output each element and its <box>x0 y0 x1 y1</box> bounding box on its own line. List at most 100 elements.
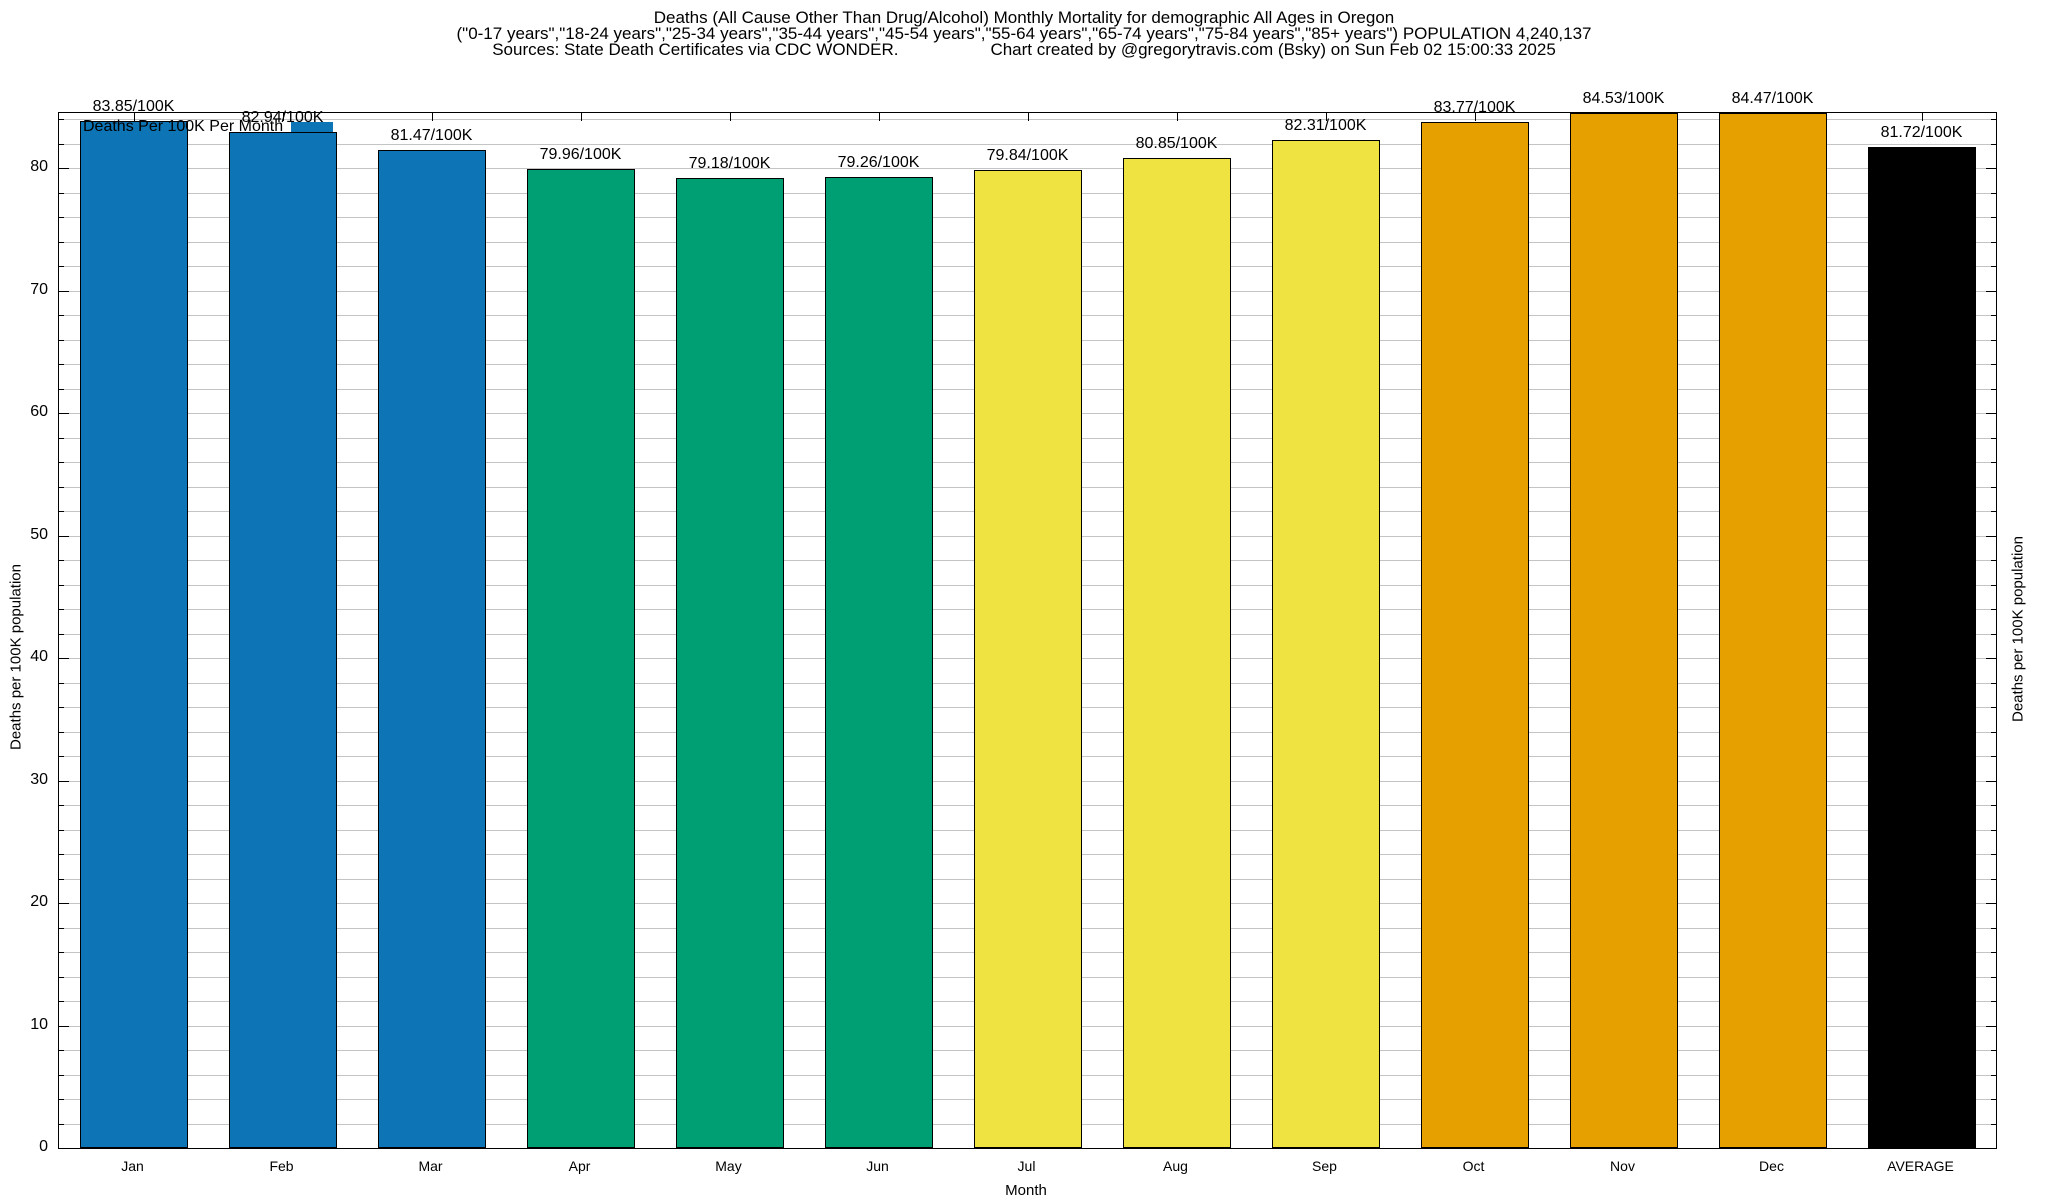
legend: Deaths Per 100K Per Month <box>83 118 334 136</box>
x-tick-label-apr: Apr <box>568 1158 591 1174</box>
bar-mar <box>377 150 486 1148</box>
y-tick-mark-left <box>59 878 64 880</box>
x-tick-label-jun: Jun <box>866 1158 889 1174</box>
x-tick-mark-top <box>729 113 731 121</box>
y-tick-label-20: 20 <box>30 893 48 911</box>
legend-label: Deaths Per 100K Per Month <box>83 118 284 135</box>
y-tick-mark-right <box>1991 266 1996 268</box>
y-tick-mark-left <box>59 119 64 121</box>
y-tick-label-40: 40 <box>30 648 48 666</box>
x-tick-mark-top <box>1325 113 1327 121</box>
bar-value-label-jan: 83.85/100K <box>92 97 175 115</box>
y-tick-mark-right <box>1991 217 1996 219</box>
y-tick-mark-left <box>59 511 64 513</box>
y-tick-mark-left <box>59 437 64 439</box>
x-tick-mark-top <box>1027 113 1029 121</box>
y-tick-mark-right <box>1991 486 1996 488</box>
y-tick-mark-right <box>1991 192 1996 194</box>
y-tick-mark-right <box>1991 707 1996 709</box>
y-tick-mark-right <box>1991 854 1996 856</box>
bar-jul <box>973 170 1082 1148</box>
y-tick-mark-left <box>59 315 64 317</box>
y-tick-mark-left <box>59 658 69 660</box>
y-tick-mark-left <box>59 1123 64 1125</box>
x-tick-mark-top <box>133 113 135 121</box>
y-tick-mark-left <box>59 1001 64 1003</box>
y-tick-mark-right <box>1991 927 1996 929</box>
x-axis-label: Month <box>1005 1182 1047 1199</box>
bar-value-label-oct: 83.77/100K <box>1433 98 1516 116</box>
y-tick-mark-right <box>1986 780 1996 782</box>
x-tick-label-sep: Sep <box>1312 1158 1337 1174</box>
bar-value-label-apr: 79.96/100K <box>539 145 622 163</box>
bar-jan <box>79 120 188 1148</box>
bar-value-label-jun: 79.26/100K <box>837 154 920 172</box>
y-tick-mark-right <box>1991 1050 1996 1051</box>
y-tick-mark-right <box>1991 976 1996 978</box>
y-tick-label-50: 50 <box>30 525 48 543</box>
bar-sep <box>1271 139 1380 1148</box>
y-tick-mark-right <box>1991 315 1996 317</box>
y-tick-mark-right <box>1986 290 1996 292</box>
y-tick-mark-left <box>59 339 64 341</box>
chart-credit: Chart created by @gregorytravis.com (Bsk… <box>990 40 1556 59</box>
x-tick-label-nov: Nov <box>1610 1158 1635 1174</box>
y-tick-mark-left <box>59 560 64 562</box>
y-tick-label-10: 10 <box>30 1015 48 1033</box>
y-tick-mark-right <box>1991 462 1996 464</box>
y-tick-mark-right <box>1991 952 1996 954</box>
y-tick-mark-left <box>59 413 69 415</box>
y-tick-mark-left <box>59 927 64 929</box>
y-tick-mark-left <box>59 217 64 219</box>
y-tick-mark-right <box>1991 364 1996 366</box>
y-tick-mark-left <box>59 952 64 954</box>
x-tick-label-dec: Dec <box>1759 1158 1784 1174</box>
gridline-82 <box>59 143 1996 145</box>
y-tick-mark-left <box>59 143 64 145</box>
y-tick-mark-left <box>59 976 64 978</box>
y-tick-mark-right <box>1991 1001 1996 1003</box>
y-tick-mark-left <box>59 388 64 390</box>
y-tick-mark-left <box>59 780 69 782</box>
chart-title-line1: Deaths (All Cause Other Than Drug/Alcoho… <box>653 8 1395 27</box>
y-tick-label-80: 80 <box>30 158 48 176</box>
chart-title-line2: ("0-17 years","18-24 years","25-34 years… <box>456 24 1592 43</box>
x-tick-mark-top <box>878 113 880 121</box>
y-tick-label-30: 30 <box>30 770 48 788</box>
y-tick-mark-right <box>1986 1025 1996 1027</box>
y-tick-mark-right <box>1986 413 1996 415</box>
x-tick-label-may: May <box>715 1158 742 1174</box>
y-tick-mark-right <box>1991 241 1996 243</box>
y-tick-mark-left <box>59 829 64 831</box>
bar-value-label-feb: 82.94/100K <box>241 109 324 127</box>
x-tick-mark-top <box>282 113 284 121</box>
y-tick-mark-left <box>59 462 64 464</box>
y-tick-mark-left <box>59 707 64 709</box>
x-tick-label-mar: Mar <box>418 1158 443 1174</box>
y-tick-mark-right <box>1991 339 1996 341</box>
y-tick-mark-left <box>59 364 64 366</box>
y-tick-mark-left <box>59 1099 64 1100</box>
bar-value-label-sep: 82.31/100K <box>1284 116 1367 134</box>
bar-nov <box>1569 112 1678 1148</box>
y-tick-mark-right <box>1986 168 1996 170</box>
y-tick-mark-right <box>1991 731 1996 733</box>
bar-aug <box>1122 157 1231 1148</box>
bar-value-label-average: 81.72/100K <box>1880 124 1963 142</box>
bar-value-label-jul: 79.84/100K <box>986 147 1069 165</box>
y-tick-mark-left <box>59 682 64 684</box>
y-tick-mark-right <box>1991 584 1996 586</box>
bar-oct <box>1420 121 1529 1148</box>
y-tick-mark-left <box>59 241 64 243</box>
bar-value-label-nov: 84.53/100K <box>1582 89 1665 107</box>
y-tick-mark-left <box>59 1025 69 1027</box>
y-tick-mark-right <box>1991 756 1996 758</box>
y-tick-mark-left <box>59 486 64 488</box>
legend-swatch <box>291 122 334 132</box>
bar-value-label-dec: 84.47/100K <box>1731 90 1814 108</box>
y-tick-mark-right <box>1986 903 1996 905</box>
bar-dec <box>1718 113 1827 1148</box>
bar-may <box>675 178 784 1148</box>
y-tick-mark-right <box>1991 682 1996 684</box>
